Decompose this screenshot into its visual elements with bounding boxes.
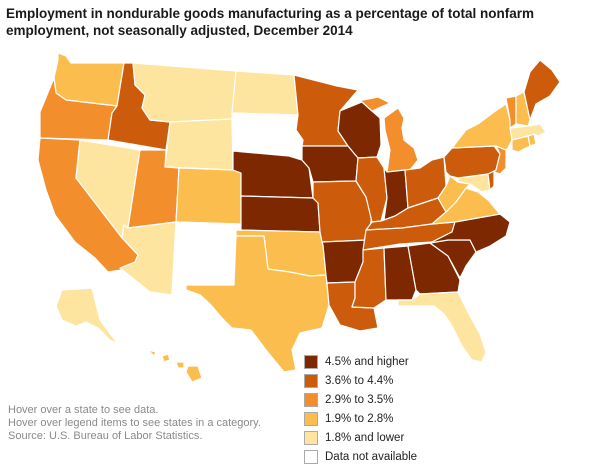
legend-item-1-9-to-2-8[interactable]: 1.9% to 2.8% bbox=[304, 409, 417, 428]
legend: 4.5% and higher 3.6% to 4.4% 2.9% to 3.5… bbox=[304, 352, 417, 466]
legend-swatch bbox=[304, 373, 318, 388]
legend-item-4-5-and-higher[interactable]: 4.5% and higher bbox=[304, 352, 417, 371]
state-wa[interactable] bbox=[53, 52, 125, 107]
map-title: Employment in nondurable goods manufactu… bbox=[6, 6, 535, 38]
legend-swatch bbox=[304, 449, 318, 464]
legend-label: 4.5% and higher bbox=[325, 355, 409, 368]
state-ma[interactable] bbox=[509, 123, 547, 141]
legend-swatch bbox=[304, 392, 318, 407]
state-nh[interactable] bbox=[515, 91, 531, 127]
legend-label: Data not available bbox=[325, 450, 418, 463]
legend-item-3-6-to-4-4[interactable]: 3.6% to 4.4% bbox=[304, 371, 417, 390]
state-hi[interactable] bbox=[147, 349, 203, 383]
state-mi[interactable] bbox=[357, 96, 419, 173]
state-vt[interactable] bbox=[505, 95, 517, 129]
legend-label: 3.6% to 4.4% bbox=[325, 374, 394, 387]
state-fl[interactable] bbox=[397, 291, 487, 363]
source-note: Source: U.S. Bureau of Labor Statistics. bbox=[8, 430, 203, 442]
state-mt[interactable] bbox=[132, 62, 237, 123]
legend-item-data-not-available[interactable]: Data not available bbox=[304, 447, 417, 466]
legend-label: 2.9% to 3.5% bbox=[325, 393, 394, 406]
legend-label: 1.9% to 2.8% bbox=[325, 412, 394, 425]
legend-swatch bbox=[304, 411, 318, 426]
legend-swatch bbox=[304, 430, 318, 445]
state-nc[interactable] bbox=[429, 213, 511, 253]
state-wy[interactable] bbox=[164, 118, 234, 171]
legend-item-2-9-to-3-5[interactable]: 2.9% to 3.5% bbox=[304, 390, 417, 409]
state-co[interactable] bbox=[175, 167, 242, 225]
legend-item-1-8-and-lower[interactable]: 1.8% and lower bbox=[304, 428, 417, 447]
legend-label: 1.8% and lower bbox=[325, 431, 405, 444]
hover-state-note: Hover over a state to see data. bbox=[8, 404, 159, 416]
state-nm[interactable] bbox=[171, 221, 237, 296]
state-ak[interactable] bbox=[55, 287, 119, 345]
footnotes: Hover over a state to see data. Hover ov… bbox=[8, 404, 261, 443]
state-ny[interactable] bbox=[451, 103, 513, 151]
hover-legend-note: Hover over legend items to see states in… bbox=[8, 417, 261, 429]
legend-swatch bbox=[304, 354, 318, 369]
state-ks[interactable] bbox=[240, 195, 321, 233]
state-nj[interactable] bbox=[493, 145, 507, 175]
state-me[interactable] bbox=[523, 59, 561, 121]
state-nd[interactable] bbox=[231, 70, 299, 116]
us-states-map bbox=[37, 52, 561, 383]
state-tx[interactable] bbox=[185, 235, 330, 373]
